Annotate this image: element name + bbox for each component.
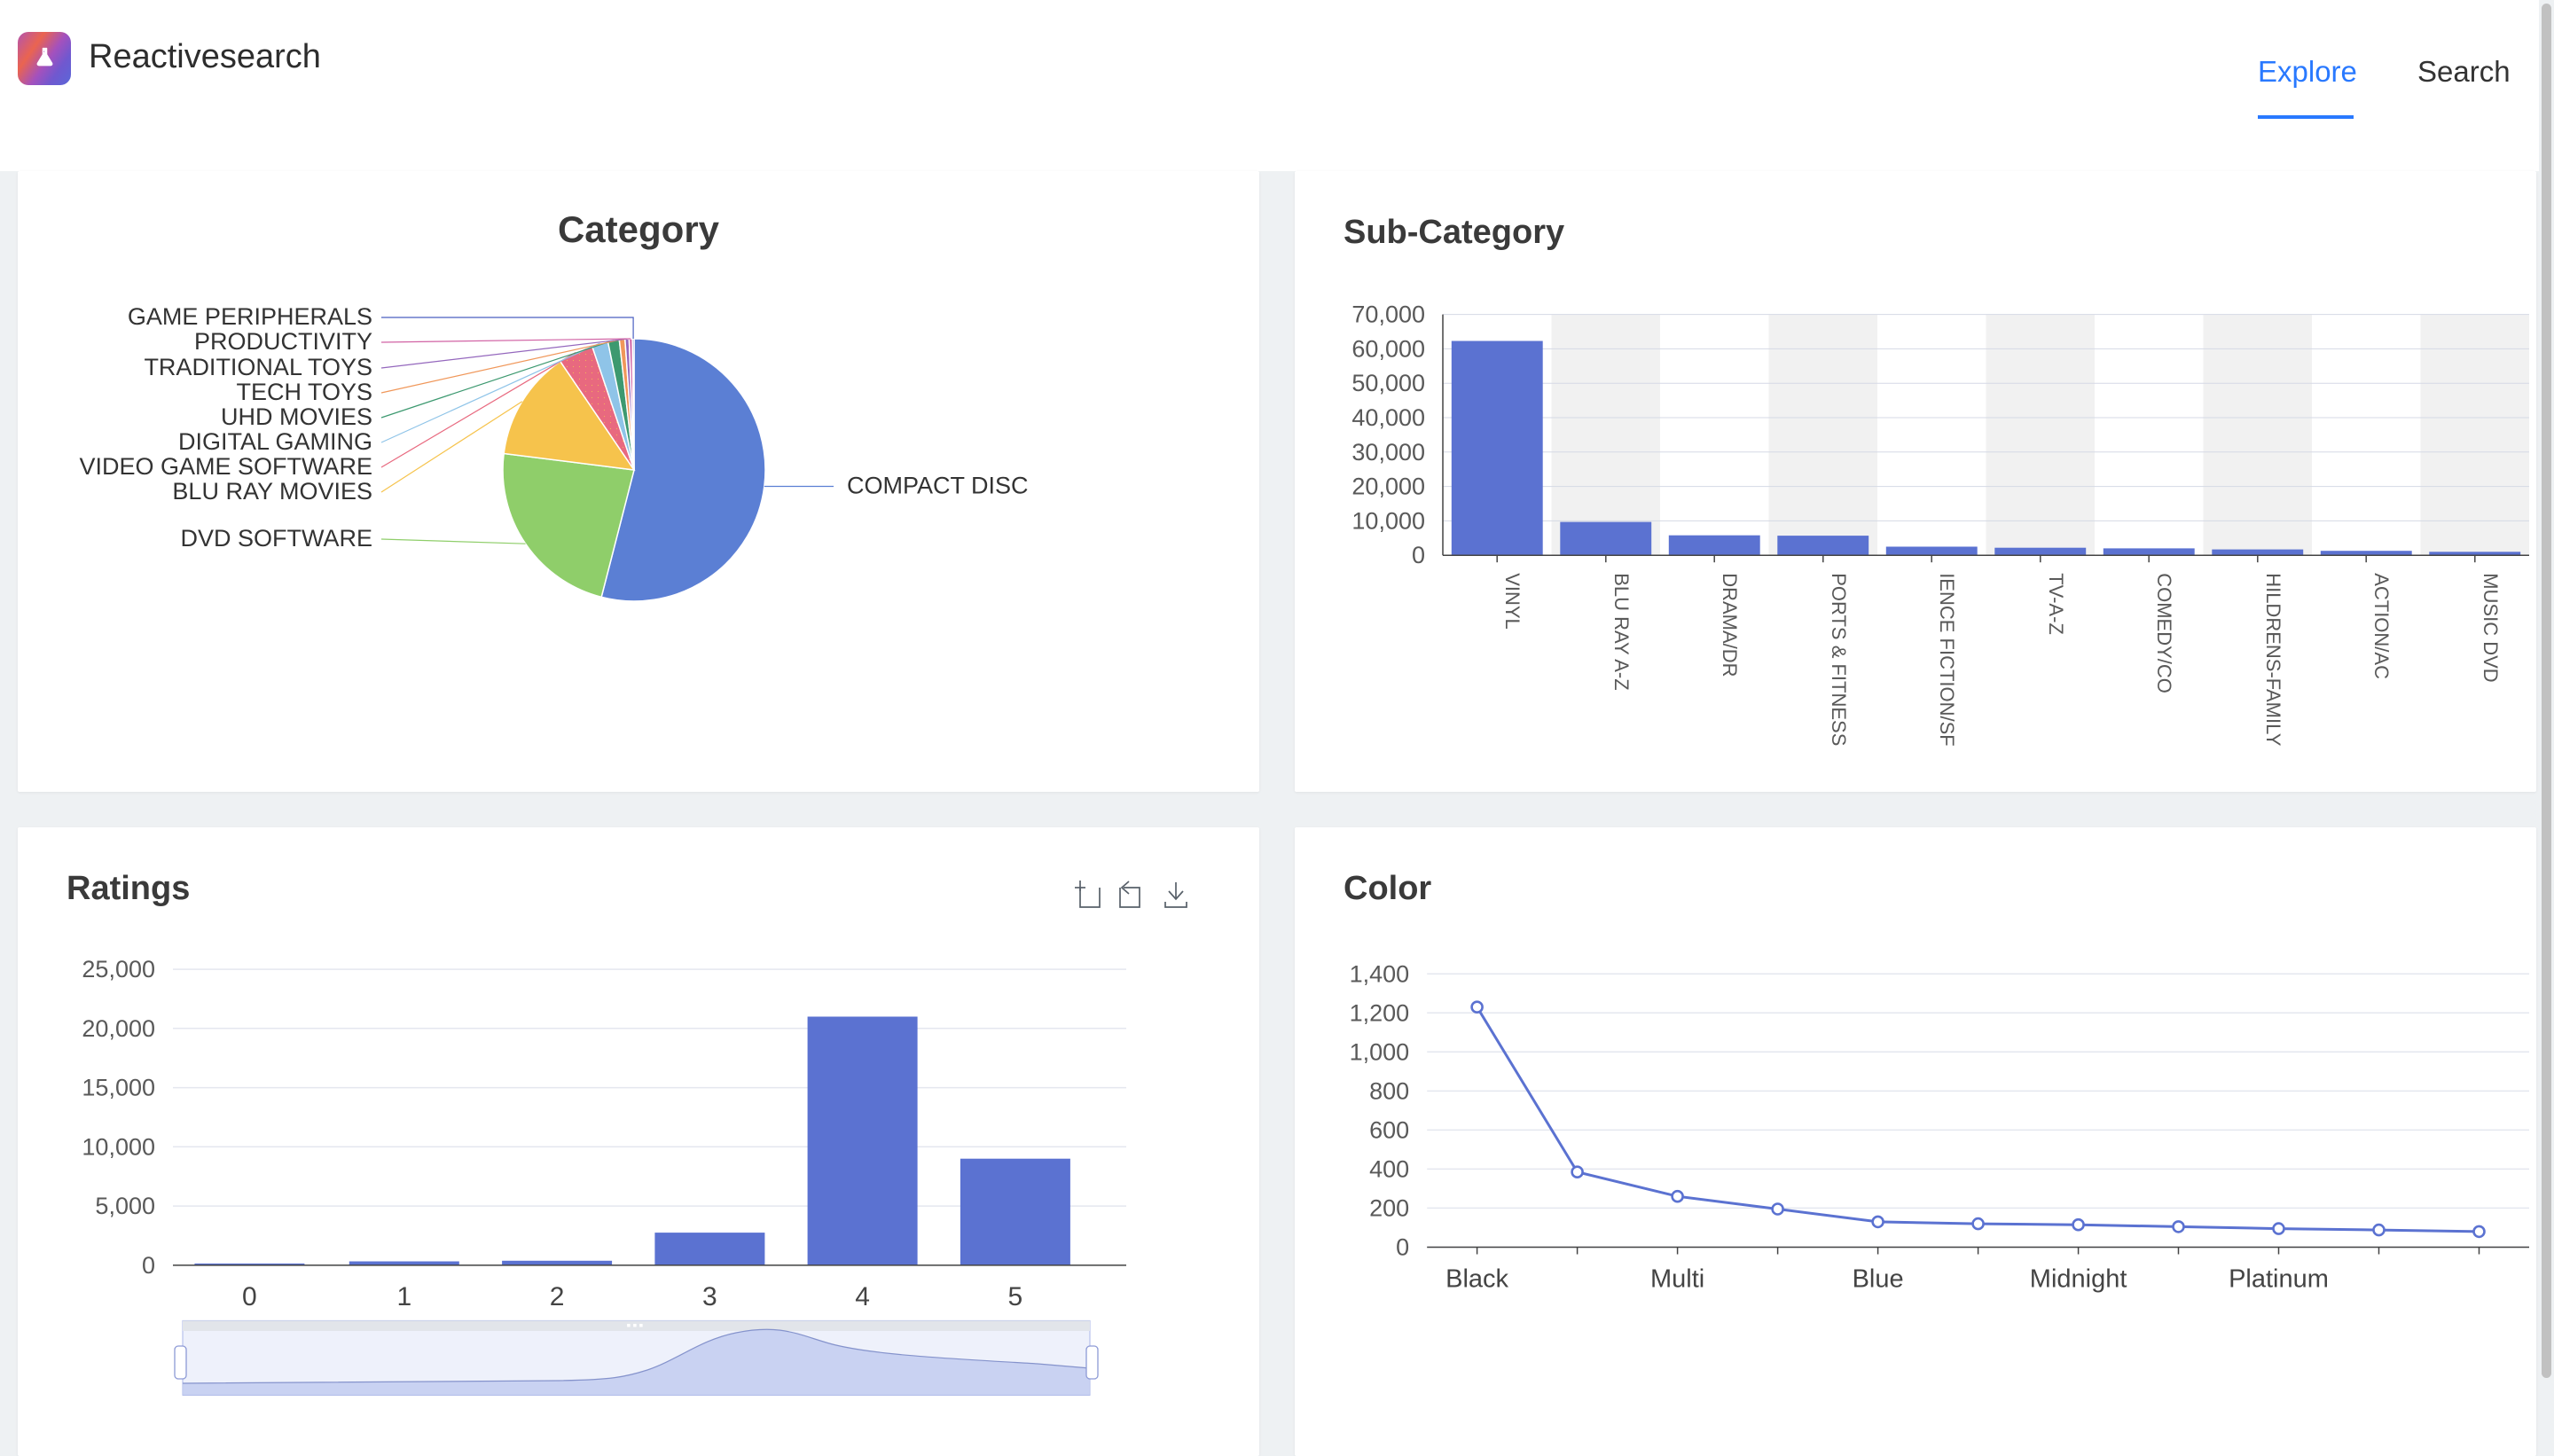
svg-text:GAME PERIPHERALS: GAME PERIPHERALS <box>128 303 372 330</box>
svg-text:5,000: 5,000 <box>95 1193 155 1219</box>
svg-text:COMPACT DISC: COMPACT DISC <box>847 473 1029 499</box>
svg-text:Blue: Blue <box>1853 1265 1904 1294</box>
svg-text:400: 400 <box>1369 1155 1409 1182</box>
svg-text:PORTS & FITNESS: PORTS & FITNESS <box>1828 573 1850 746</box>
svg-text:70,000: 70,000 <box>1351 301 1425 328</box>
svg-text:2: 2 <box>550 1282 565 1311</box>
svg-text:30,000: 30,000 <box>1351 439 1425 466</box>
svg-text:DRAMA/DR: DRAMA/DR <box>1719 573 1741 677</box>
svg-text:VIDEO GAME SOFTWARE: VIDEO GAME SOFTWARE <box>79 453 372 480</box>
svg-text:600: 600 <box>1369 1116 1409 1143</box>
svg-text:COMEDY/CO: COMEDY/CO <box>2153 573 2175 693</box>
svg-text:60,000: 60,000 <box>1351 335 1425 362</box>
svg-text:1: 1 <box>396 1282 411 1311</box>
svg-text:Platinum: Platinum <box>2229 1265 2329 1294</box>
svg-text:Black: Black <box>1445 1265 1508 1294</box>
svg-text:25,000: 25,000 <box>82 956 155 982</box>
svg-text:UHD MOVIES: UHD MOVIES <box>221 403 372 430</box>
svg-text:MUSIC DVD: MUSIC DVD <box>2480 573 2502 682</box>
svg-text:BLU RAY A-Z: BLU RAY A-Z <box>1610 573 1633 690</box>
svg-text:5: 5 <box>1008 1282 1023 1311</box>
svg-text:4: 4 <box>855 1282 870 1311</box>
svg-text:50,000: 50,000 <box>1351 370 1425 396</box>
svg-text:10,000: 10,000 <box>1351 507 1425 534</box>
svg-text:1,200: 1,200 <box>1350 999 1410 1026</box>
svg-text:200: 200 <box>1369 1194 1409 1221</box>
svg-text:IENCE FICTION/SF: IENCE FICTION/SF <box>1936 573 1958 747</box>
svg-text:DVD SOFTWARE: DVD SOFTWARE <box>180 525 372 552</box>
svg-text:BLU RAY MOVIES: BLU RAY MOVIES <box>172 478 372 505</box>
svg-text:▪▪▪: ▪▪▪ <box>627 1318 646 1332</box>
svg-text:TECH TOYS: TECH TOYS <box>236 379 372 405</box>
svg-text:0: 0 <box>142 1252 155 1279</box>
svg-text:15,000: 15,000 <box>82 1075 155 1101</box>
svg-text:VINYL: VINYL <box>1501 573 1524 630</box>
svg-text:20,000: 20,000 <box>1351 474 1425 500</box>
svg-text:1,400: 1,400 <box>1350 960 1410 987</box>
svg-text:TRADITIONAL TOYS: TRADITIONAL TOYS <box>144 354 372 380</box>
svg-text:20,000: 20,000 <box>82 1015 155 1042</box>
svg-text:1,000: 1,000 <box>1350 1038 1410 1065</box>
svg-text:ACTION/AC: ACTION/AC <box>2370 573 2393 679</box>
svg-text:40,000: 40,000 <box>1351 404 1425 431</box>
svg-text:PRODUCTIVITY: PRODUCTIVITY <box>194 328 372 355</box>
svg-text:10,000: 10,000 <box>82 1133 155 1160</box>
svg-text:Multi: Multi <box>1650 1265 1704 1294</box>
svg-text:HILDRENS-FAMILY: HILDRENS-FAMILY <box>2262 573 2284 747</box>
svg-text:0: 0 <box>1396 1234 1409 1261</box>
svg-text:Midnight: Midnight <box>2030 1265 2127 1294</box>
svg-text:0: 0 <box>1412 542 1425 568</box>
svg-text:TV-A-Z: TV-A-Z <box>2045 573 2067 635</box>
svg-text:0: 0 <box>242 1282 257 1311</box>
svg-text:3: 3 <box>702 1282 717 1311</box>
svg-text:800: 800 <box>1369 1077 1409 1104</box>
svg-text:DIGITAL GAMING: DIGITAL GAMING <box>178 428 372 455</box>
